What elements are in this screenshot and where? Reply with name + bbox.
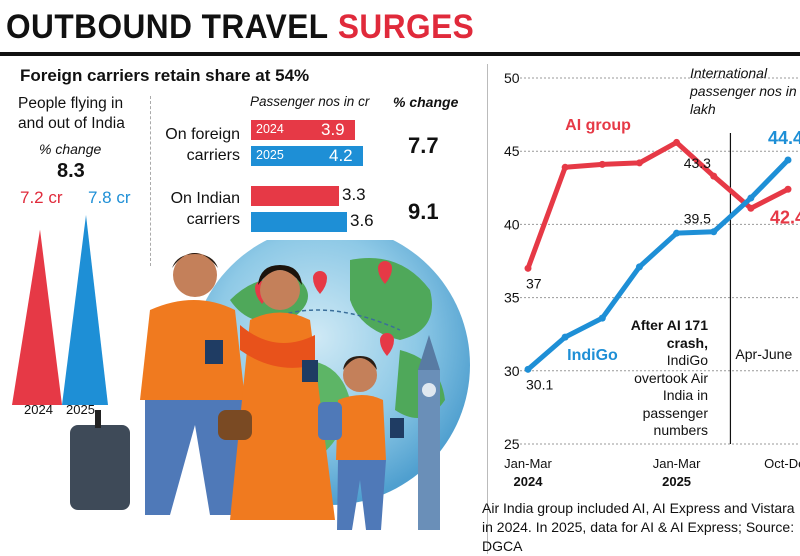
- series-point-0: [635, 159, 643, 167]
- series-point-1: [598, 314, 606, 322]
- left-divider: [150, 96, 151, 266]
- triangle-2024: [12, 229, 62, 405]
- x-tick-year: 2025: [662, 474, 691, 489]
- indian-carriers-label: On Indian carriers: [158, 188, 240, 230]
- crash-annotation: After AI 171 crash, IndiGo overtook Air …: [622, 317, 708, 440]
- chart-divider: [487, 64, 488, 554]
- chart-unit-note: International passenger nos in lakh: [690, 65, 797, 117]
- series-point-1: [635, 263, 643, 271]
- footnote: Air India group included AI, AI Express …: [482, 500, 795, 554]
- bar-foreign-2024: 2024: [251, 120, 355, 140]
- bar-foreign-2025-year: 2025: [256, 148, 284, 162]
- y-axis-ticks: 25 30 35 40 45 50: [504, 70, 520, 452]
- y-tick-label: 50: [504, 70, 520, 86]
- bar-indian-2025-value: 3.6: [350, 211, 374, 230]
- y-tick-label: 40: [504, 216, 520, 232]
- y-tick-label: 45: [504, 143, 520, 159]
- page-title: OUTBOUND TRAVEL SURGES: [6, 8, 474, 47]
- subtitle: Foreign carriers retain share at 54%: [20, 66, 310, 85]
- series-point-0: [561, 163, 569, 171]
- x-axis-ticks: Jan-Mar 2024 Jan-Mar 2025 Oct-Dec: [504, 456, 800, 489]
- big-ben: [418, 335, 440, 530]
- chart-data-labels: 37 43.3 42.4 30.1 39.5 44.4: [526, 128, 800, 392]
- y-tick-label: 30: [504, 363, 520, 379]
- series-point-1: [747, 194, 755, 202]
- data-label: 43.3: [684, 155, 711, 171]
- title-part-2: SURGES: [337, 8, 475, 46]
- child: [318, 356, 404, 530]
- indian-carriers-text: On Indian carriers: [170, 190, 240, 228]
- woman: [218, 265, 335, 520]
- triangle-2025: [62, 215, 108, 405]
- bar-indian-2024: [251, 186, 339, 206]
- passenger-nos-header: Passenger nos in cr: [250, 94, 370, 109]
- data-label: 39.5: [684, 211, 711, 227]
- bar-foreign-2024-value: 3.9: [321, 120, 345, 139]
- x-tick-year: 2024: [514, 474, 544, 489]
- triangle-chart: [12, 215, 108, 405]
- people-flying-label: People flying in and out of India: [18, 95, 125, 132]
- x-tick-label: Jan-Mar: [653, 456, 701, 471]
- title-divider: [0, 52, 800, 56]
- man: [70, 253, 245, 515]
- pct-indian-value: 9.1: [408, 199, 439, 224]
- series-point-1: [673, 229, 681, 237]
- crash-annotation-text: IndiGo overtook Air India in passenger n…: [634, 352, 708, 438]
- year-2024-label: 2024: [24, 402, 53, 417]
- data-label: 37: [526, 275, 542, 291]
- bar-foreign-2025: 2025: [251, 146, 363, 166]
- pct-foreign-value: 7.7: [408, 133, 439, 158]
- foreign-carriers-label: On foreign carriers: [158, 124, 240, 166]
- series-point-0: [747, 204, 755, 212]
- data-label: 30.1: [526, 376, 553, 392]
- series-point-1: [784, 156, 792, 164]
- line-chart: 25 30 35 40 45 50 Jan-Mar 2024 Jan-Mar 2025 Oct-D…: [504, 70, 800, 489]
- pct-change-label: % change: [39, 141, 102, 157]
- chart-series: [524, 138, 792, 373]
- y-tick-label: 35: [504, 290, 520, 306]
- data-label: 42.4: [770, 207, 800, 227]
- series-label-ai-group: AI group: [565, 117, 631, 135]
- apr-june-label: Apr-June: [735, 346, 792, 362]
- series-point-0: [784, 185, 792, 193]
- series-point-0: [598, 160, 606, 168]
- series-point-1: [561, 333, 569, 341]
- series-point-0: [524, 264, 532, 272]
- y-tick-label: 25: [504, 436, 520, 452]
- bar-indian-2025: [251, 212, 347, 232]
- data-label: 44.4: [768, 128, 800, 148]
- bar-indian-2024-value: 3.3: [342, 185, 366, 204]
- series-point-0: [673, 138, 681, 146]
- series-line-1: [526, 158, 790, 372]
- year-2025-label: 2025: [66, 402, 95, 417]
- foreign-carriers-text: On foreign carriers: [165, 126, 240, 164]
- x-tick-label: Jan-Mar: [504, 456, 552, 471]
- series-point-0: [710, 172, 718, 180]
- cr-2024-label: 7.2 cr: [20, 188, 63, 207]
- bar-foreign-2024-year: 2024: [256, 122, 284, 136]
- pct-change-value: 8.3: [57, 160, 85, 182]
- series-point-1: [710, 228, 718, 236]
- travelers-illustration: [70, 240, 470, 530]
- title-part-1: OUTBOUND TRAVEL: [6, 8, 329, 46]
- x-tick-label: Oct-Dec: [764, 456, 800, 471]
- series-point-1: [524, 365, 532, 373]
- bar-foreign-2025-value: 4.2: [329, 146, 353, 165]
- series-label-indigo: IndiGo: [567, 347, 618, 365]
- cr-2025-label: 7.8 cr: [88, 188, 131, 207]
- crash-annotation-bold: After AI 171 crash,: [630, 317, 708, 351]
- pct-change-header: % change: [393, 94, 459, 110]
